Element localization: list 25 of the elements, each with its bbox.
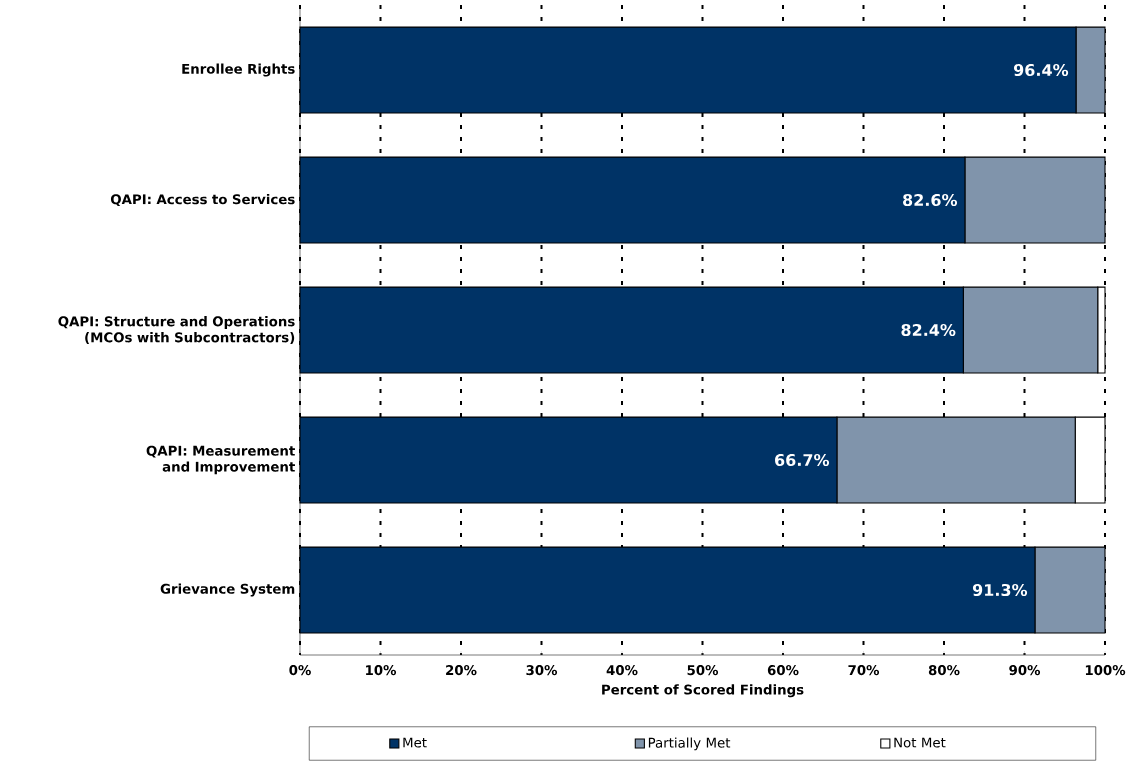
x-tick-label: 60% — [767, 665, 799, 676]
data-label: 82.4% — [901, 323, 956, 337]
legend-label: Partially Met — [648, 737, 731, 751]
legend-label: Not Met — [894, 737, 946, 748]
x-tick-label: 40% — [606, 665, 638, 676]
x-tick-label: 90% — [1009, 665, 1041, 676]
data-label: 96.4% — [1013, 63, 1069, 77]
y-tick-label: QAPI: Access to Services — [110, 193, 295, 207]
x-tick-label: 10% — [366, 665, 397, 676]
data-label: 82.6% — [903, 193, 958, 207]
x-tick-label: 100% — [1085, 665, 1126, 676]
x-tick-label: 20% — [446, 665, 477, 676]
y-tick-label: Grievance System — [160, 583, 295, 597]
x-tick-label: 70% — [848, 665, 880, 676]
x-tick-label: 0% — [289, 665, 311, 676]
x-tick-label: 80% — [928, 665, 960, 676]
data-label: 91.3% — [972, 583, 1028, 597]
x-tick-label: 50% — [687, 665, 719, 676]
y-tick-label: Enrollee Rights — [182, 63, 295, 77]
y-tick-label: QAPI: Structure and Operations (MCOs with Subcontractors) — [58, 316, 295, 344]
y-tick-label: QAPI: Measurement and Improvement — [146, 445, 295, 475]
x-tick-label: 30% — [526, 665, 558, 676]
x-axis-title: Percent of Scored Findings — [602, 684, 804, 698]
legend-label: Met — [403, 737, 427, 748]
data-label: 66.7% — [775, 453, 830, 467]
